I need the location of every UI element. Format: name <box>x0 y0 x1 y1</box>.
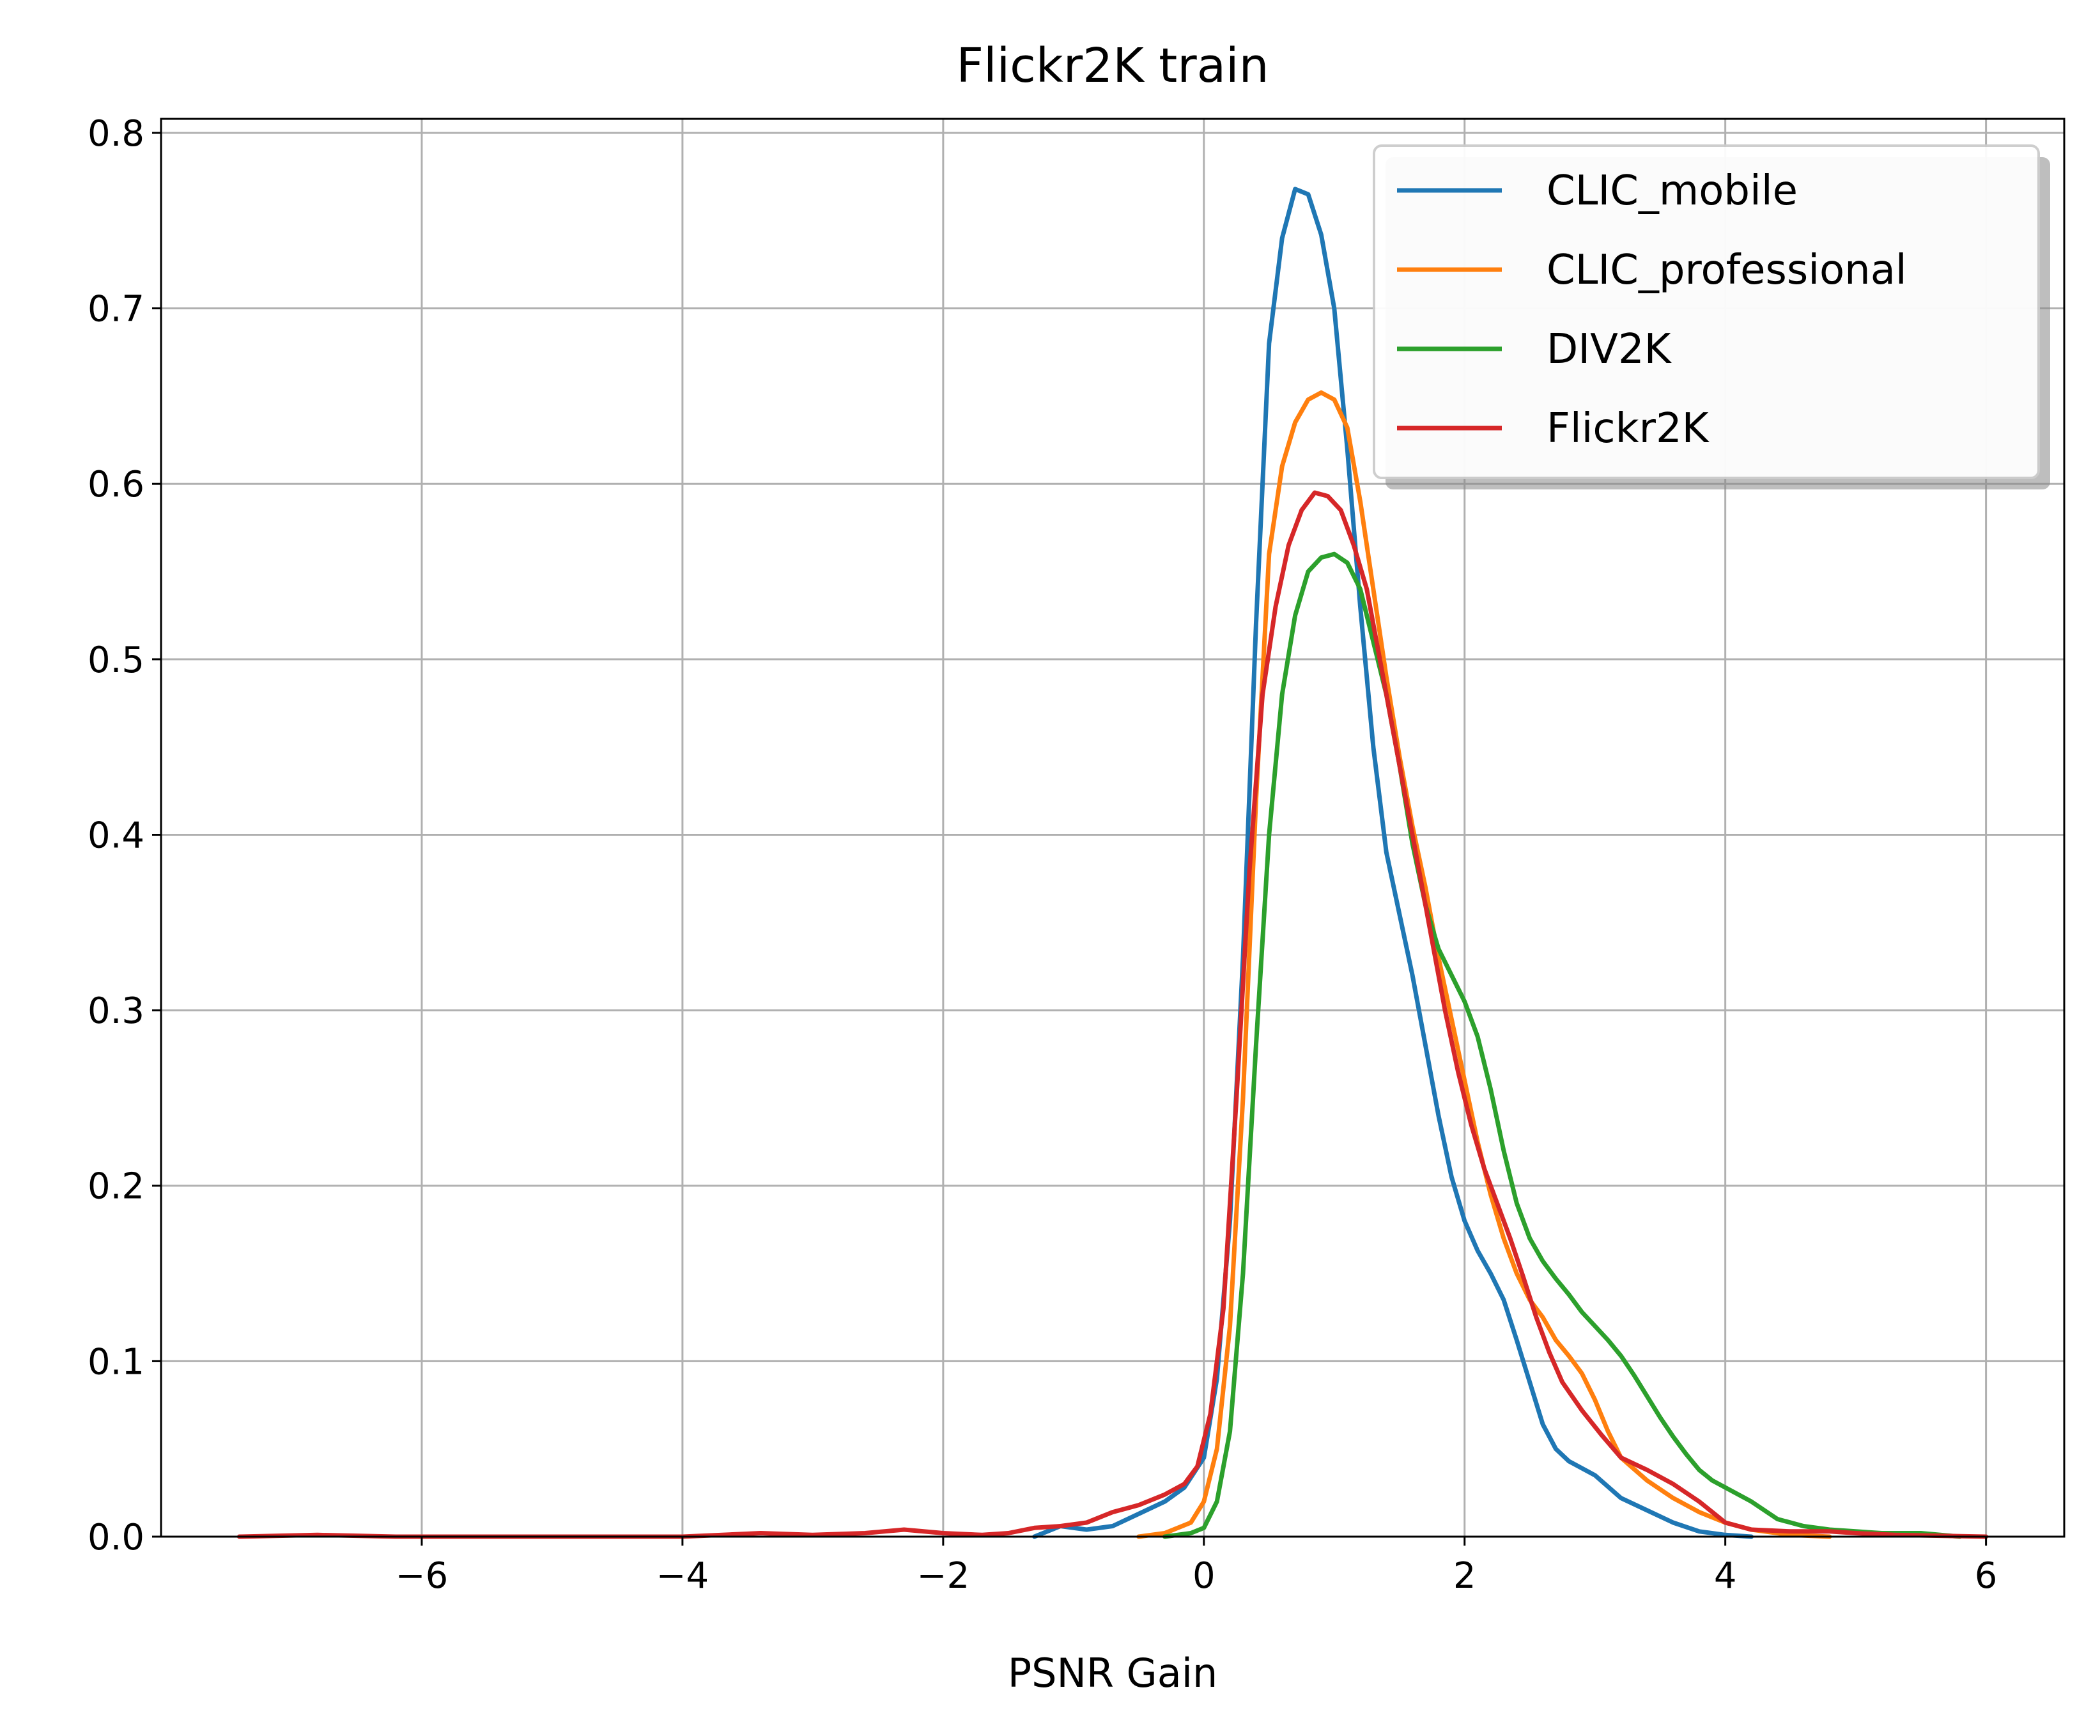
x-tick-label: −6 <box>396 1555 449 1597</box>
legend-label-div2k: DIV2K <box>1547 326 1672 373</box>
x-tick-label: 6 <box>1975 1555 1998 1597</box>
x-axis-label: PSNR Gain <box>1008 1650 1217 1696</box>
y-tick-label: 0.4 <box>88 815 144 856</box>
y-tick-label: 0.3 <box>88 990 144 1032</box>
y-tick-label: 0.6 <box>88 464 144 505</box>
y-tick-label: 0.2 <box>88 1166 144 1208</box>
series-line-clic-mobile <box>1032 187 1754 1539</box>
legend-box <box>1373 144 2040 479</box>
x-tick-label: −4 <box>656 1555 709 1597</box>
x-tick-label: 0 <box>1193 1555 1216 1597</box>
series-line-div2k <box>1162 551 1963 1539</box>
plot-frame <box>160 118 2065 1538</box>
y-tick-label: 0.7 <box>88 289 144 330</box>
y-tick-label: 0.0 <box>88 1517 144 1558</box>
legend-label-flickr2k: Flickr2K <box>1547 405 1710 452</box>
x-tick-label: 2 <box>1453 1555 1476 1597</box>
legend-label-clic-mobile: CLIC_mobile <box>1547 167 1798 215</box>
axis-ticks: −6 −4 −2 0 2 4 6 0.0 0.1 0.2 0.3 0.4 0.5 0.6 0.7 0.8 <box>88 113 1997 1597</box>
y-tick-label: 0.5 <box>88 640 144 681</box>
series-line-flickr2k <box>236 490 1989 1539</box>
y-tick-label: 0.8 <box>88 113 144 155</box>
legend-label-clic-professional: CLIC_professional <box>1547 247 1907 294</box>
legend: CLIC_mobile CLIC_professional DIV2K Flickr2… <box>1373 144 2050 489</box>
y-tick-label: 0.1 <box>88 1341 144 1383</box>
chart-title: Flickr2K train <box>956 38 1269 93</box>
series-lines <box>236 187 1989 1539</box>
x-tick-label: −2 <box>917 1555 970 1597</box>
x-tick-label: 4 <box>1714 1555 1737 1597</box>
